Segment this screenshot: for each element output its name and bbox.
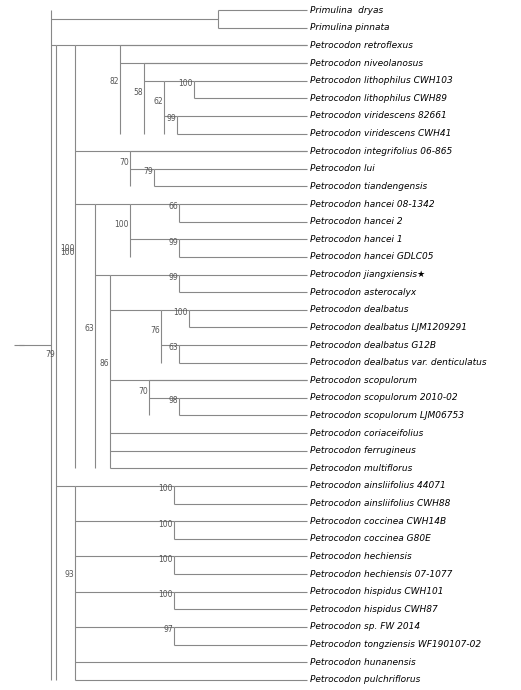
Text: Petrocodon tiandengensis: Petrocodon tiandengensis — [309, 182, 427, 191]
Text: Petrocodon hancei 1: Petrocodon hancei 1 — [309, 235, 402, 244]
Text: 76: 76 — [151, 326, 160, 335]
Text: Petrocodon coccinea CWH14B: Petrocodon coccinea CWH14B — [309, 517, 445, 526]
Text: Petrocodon lui: Petrocodon lui — [309, 164, 374, 173]
Text: Petrocodon ainsliifolius 44071: Petrocodon ainsliifolius 44071 — [309, 482, 445, 491]
Text: Petrocodon dealbatus: Petrocodon dealbatus — [309, 305, 408, 314]
Text: 86: 86 — [99, 359, 109, 368]
Text: 79: 79 — [143, 167, 153, 176]
Text: Petrocodon tongziensis WF190107-02: Petrocodon tongziensis WF190107-02 — [309, 640, 481, 649]
Text: 63: 63 — [84, 324, 94, 333]
Text: Petrocodon hancei 08-1342: Petrocodon hancei 08-1342 — [309, 199, 434, 208]
Text: 63: 63 — [168, 344, 178, 353]
Text: Petrocodon coccinea G80E: Petrocodon coccinea G80E — [309, 534, 430, 543]
Text: 99: 99 — [166, 115, 176, 124]
Text: Petrocodon dealbatus G12B: Petrocodon dealbatus G12B — [309, 340, 436, 350]
Text: 100: 100 — [60, 248, 75, 257]
Text: Petrocodon hispidus CWH101: Petrocodon hispidus CWH101 — [309, 587, 443, 596]
Text: Petrocodon asterocalyx: Petrocodon asterocalyx — [309, 288, 416, 297]
Text: Petrocodon coriaceifolius: Petrocodon coriaceifolius — [309, 428, 423, 437]
Text: Petrocodon hunanensis: Petrocodon hunanensis — [309, 658, 415, 667]
Text: Petrocodon ferrugineus: Petrocodon ferrugineus — [309, 446, 415, 455]
Text: Petrocodon multiflorus: Petrocodon multiflorus — [309, 464, 412, 473]
Text: Petrocodon hancei 2: Petrocodon hancei 2 — [309, 217, 402, 226]
Text: 100: 100 — [173, 308, 188, 317]
Text: Petrocodon niveolanosus: Petrocodon niveolanosus — [309, 59, 423, 68]
Text: 70: 70 — [139, 388, 148, 397]
Text: Petrocodon viridescens 82661: Petrocodon viridescens 82661 — [309, 111, 446, 121]
Text: 97: 97 — [163, 625, 173, 634]
Text: Petrocodon scopulorum 2010-02: Petrocodon scopulorum 2010-02 — [309, 393, 457, 402]
Text: 100: 100 — [158, 590, 173, 599]
Text: 100: 100 — [114, 220, 129, 229]
Text: 100: 100 — [60, 244, 75, 253]
Text: Petrocodon sp. FW 2014: Petrocodon sp. FW 2014 — [309, 622, 419, 631]
Text: 82: 82 — [109, 77, 119, 86]
Text: Petrocodon hispidus CWH87: Petrocodon hispidus CWH87 — [309, 605, 437, 614]
Text: 100: 100 — [158, 520, 173, 529]
Text: 100: 100 — [178, 79, 193, 88]
Text: Petrocodon dealbatus var. denticulatus: Petrocodon dealbatus var. denticulatus — [309, 358, 486, 367]
Text: Petrocodon dealbatus LJM1209291: Petrocodon dealbatus LJM1209291 — [309, 323, 466, 332]
Text: 100: 100 — [158, 555, 173, 564]
Text: 93: 93 — [65, 571, 75, 580]
Text: 79: 79 — [45, 351, 55, 359]
Text: 66: 66 — [168, 202, 178, 211]
Text: 58: 58 — [134, 88, 143, 97]
Text: Petrocodon viridescens CWH41: Petrocodon viridescens CWH41 — [309, 129, 451, 138]
Text: 99: 99 — [168, 238, 178, 247]
Text: Petrocodon lithophilus CWH89: Petrocodon lithophilus CWH89 — [309, 94, 446, 103]
Text: Petrocodon retroflexus: Petrocodon retroflexus — [309, 41, 413, 50]
Text: Petrocodon scopulorum: Petrocodon scopulorum — [309, 376, 416, 385]
Text: Primulina  dryas: Primulina dryas — [309, 6, 383, 14]
Text: Petrocodon pulchriflorus: Petrocodon pulchriflorus — [309, 676, 420, 684]
Text: 98: 98 — [168, 396, 178, 405]
Text: Petrocodon lithophilus CWH103: Petrocodon lithophilus CWH103 — [309, 76, 452, 85]
Text: 62: 62 — [154, 97, 163, 106]
Text: Petrocodon integrifolius 06-865: Petrocodon integrifolius 06-865 — [309, 147, 452, 156]
Text: Petrocodon scopulorum LJM06753: Petrocodon scopulorum LJM06753 — [309, 411, 464, 420]
Text: 99: 99 — [168, 273, 178, 282]
Text: Primulina pinnata: Primulina pinnata — [309, 23, 389, 32]
Text: Petrocodon hechiensis: Petrocodon hechiensis — [309, 552, 411, 561]
Text: Petrocodon hechiensis 07-1077: Petrocodon hechiensis 07-1077 — [309, 569, 452, 579]
Text: Petrocodon hancei GDLC05: Petrocodon hancei GDLC05 — [309, 253, 433, 262]
Text: Petrocodon ainsliifolius CWH88: Petrocodon ainsliifolius CWH88 — [309, 499, 450, 508]
Text: 70: 70 — [119, 159, 129, 168]
Text: Petrocodon jiangxiensis★: Petrocodon jiangxiensis★ — [309, 270, 425, 279]
Text: 100: 100 — [158, 484, 173, 493]
